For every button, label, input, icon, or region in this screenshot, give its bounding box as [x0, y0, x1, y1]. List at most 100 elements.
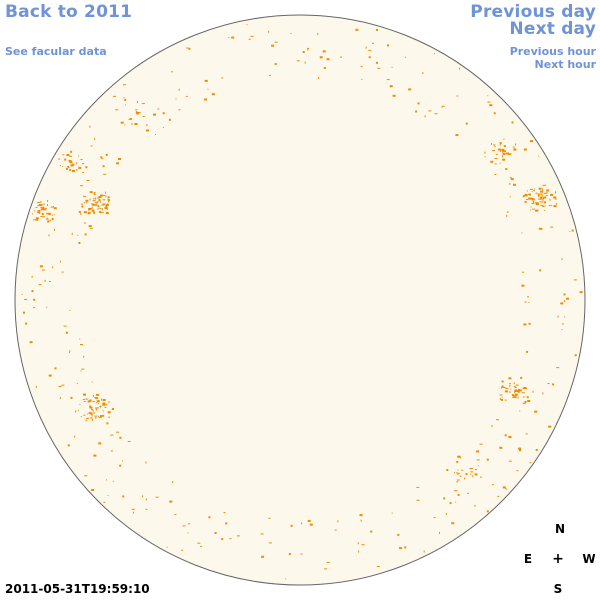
previous-hour-link[interactable]: Previous hour: [509, 45, 596, 58]
facula-dot: [93, 401, 96, 403]
facula-dot: [543, 201, 546, 204]
facula-dot: [93, 192, 95, 195]
see-facular-data-link[interactable]: See facular data: [5, 45, 107, 58]
facula-dot: [175, 98, 177, 100]
facula-dot: [307, 47, 310, 49]
facula-dot: [499, 446, 503, 449]
facula-dot: [29, 341, 33, 344]
facula-dot: [21, 293, 23, 295]
facula-dot: [124, 124, 126, 126]
facula-dot: [122, 495, 125, 498]
facula-dot: [187, 532, 189, 534]
facula-dot: [522, 195, 525, 198]
facula-dot: [304, 61, 306, 64]
facula-dot: [392, 94, 396, 97]
facula-dot: [44, 279, 46, 282]
facula-dot: [552, 383, 555, 386]
facula-dot: [225, 522, 228, 525]
facula-dot: [93, 194, 96, 196]
facula-dot: [90, 145, 93, 147]
facula-dot: [214, 532, 217, 534]
back-to-year-link[interactable]: Back to 2011: [5, 2, 133, 22]
facula-dot: [88, 210, 90, 212]
facula-dot: [544, 205, 546, 207]
facula-dot: [88, 225, 92, 228]
facula-dot: [509, 196, 511, 198]
facula-dot: [105, 212, 109, 215]
facula-dot: [78, 155, 80, 157]
facula-dot: [48, 212, 51, 215]
facula-dot: [540, 197, 543, 200]
facula-dot: [523, 323, 527, 326]
facula-dot: [445, 512, 447, 515]
facular-features: [21, 24, 583, 580]
facula-dot: [89, 191, 93, 194]
next-day-link[interactable]: Next day: [509, 19, 596, 39]
facula-dot: [509, 182, 511, 185]
facula-dot: [59, 165, 61, 167]
facula-dot: [174, 514, 177, 516]
facula-dot: [476, 459, 480, 461]
facula-dot: [83, 222, 86, 224]
facula-dot: [91, 381, 93, 383]
facula-dot: [501, 385, 504, 388]
facula-dot: [123, 84, 126, 86]
facula-dot: [95, 416, 97, 419]
facula-dot: [260, 533, 264, 535]
facula-dot: [98, 442, 102, 445]
facula-dot: [115, 109, 119, 111]
facula-dot: [443, 497, 446, 500]
facula-dot: [40, 207, 44, 208]
facula-dot: [563, 300, 565, 303]
facula-dot: [40, 204, 44, 206]
facula-dot: [155, 134, 156, 135]
facula-dot: [86, 202, 88, 204]
facula-dot: [97, 205, 100, 208]
facula-dot: [301, 522, 303, 525]
facula-dot: [556, 367, 560, 369]
facula-dot: [531, 202, 535, 204]
facula-dot: [88, 412, 91, 414]
facula-dot: [47, 217, 49, 219]
facula-dot: [105, 191, 107, 194]
previous-day-link[interactable]: Previous day: [470, 2, 596, 22]
facula-dot: [470, 473, 472, 475]
next-hour-link[interactable]: Next hour: [534, 58, 597, 71]
facula-dot: [88, 412, 92, 414]
facula-dot: [89, 208, 92, 209]
facula-dot: [487, 95, 489, 97]
facula-dot: [501, 398, 503, 401]
facula-dot: [62, 154, 65, 156]
facula-dot: [503, 386, 506, 388]
facula-dot: [530, 140, 533, 143]
facula-dot: [135, 111, 137, 113]
facula-dot: [153, 113, 157, 116]
facula-dot: [508, 377, 512, 380]
facula-dot: [542, 184, 545, 186]
facula-dot: [479, 443, 483, 445]
facula-dot: [59, 260, 61, 263]
facula-dot: [100, 211, 104, 213]
facula-dot: [166, 546, 168, 548]
facula-dot: [456, 460, 459, 463]
facula-dot: [309, 523, 313, 526]
facula-dot: [221, 77, 224, 79]
facula-dot: [525, 199, 528, 201]
facula-dot: [524, 401, 527, 403]
facula-dot: [91, 415, 93, 417]
facula-dot: [509, 177, 512, 179]
facula-dot: [510, 178, 514, 181]
facula-dot: [543, 196, 546, 198]
facula-dot: [500, 150, 502, 152]
facula-dot: [82, 399, 85, 400]
facula-dot: [514, 391, 516, 394]
facula-dot: [35, 217, 39, 220]
facula-dot: [145, 461, 147, 464]
facula-dot: [85, 398, 89, 400]
facula-dot: [537, 209, 539, 211]
facula-dot: [169, 500, 173, 503]
facula-dot: [302, 51, 305, 53]
facula-dot: [536, 202, 538, 204]
facula-dot: [555, 202, 557, 204]
facula-dot: [102, 402, 106, 405]
